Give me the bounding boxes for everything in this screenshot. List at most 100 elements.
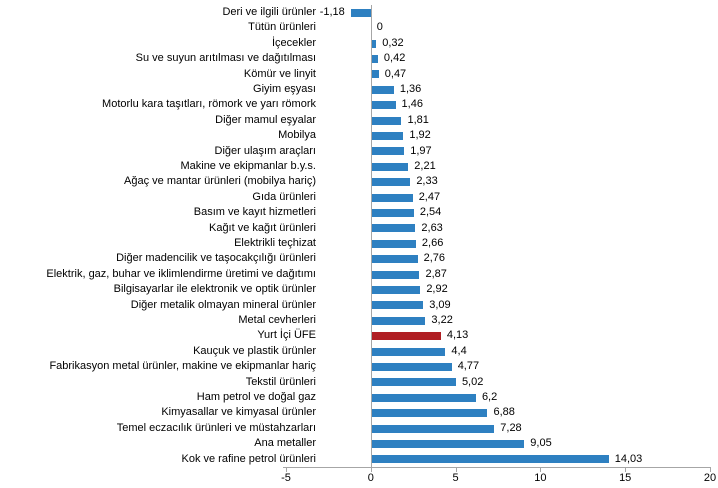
value-label: 1,46 bbox=[401, 98, 423, 111]
x-axis-tick bbox=[455, 468, 457, 472]
bar bbox=[370, 439, 525, 448]
bar bbox=[370, 70, 379, 79]
bar bbox=[350, 8, 371, 17]
category-label: Giyim eşyası bbox=[253, 83, 316, 95]
value-label: 2,66 bbox=[421, 237, 444, 249]
category-label: Ana metaller bbox=[254, 437, 316, 450]
highlight-bar bbox=[370, 332, 441, 341]
value-label: 1,97 bbox=[410, 144, 432, 157]
category-label: Diğer mamul eşyalar bbox=[215, 113, 316, 126]
category-label: Diğer metalik olmayan mineral ürünler bbox=[130, 298, 316, 311]
value-label: 2,87 bbox=[425, 267, 447, 280]
value-label: 0 bbox=[376, 21, 383, 34]
category-label: Fabrikasyon metal ürünler, makine ve eki… bbox=[49, 360, 316, 373]
bar bbox=[370, 193, 413, 202]
bar bbox=[370, 455, 609, 464]
category-label: Tütün ürünleri bbox=[248, 21, 316, 34]
category-label: Yurt İçi ÜFE bbox=[257, 329, 316, 342]
category-label: Diğer madencilik ve taşocakçılığı ürünle… bbox=[116, 252, 316, 265]
x-axis-tick-label: 5 bbox=[452, 472, 459, 484]
value-label: 5,02 bbox=[461, 375, 484, 388]
value-label: 9,05 bbox=[530, 437, 552, 450]
value-label: 2,63 bbox=[421, 221, 443, 234]
value-label: 2,47 bbox=[418, 190, 441, 203]
category-label: Basım ve kayıt hizmetleri bbox=[193, 206, 316, 219]
bar bbox=[370, 239, 416, 248]
value-label: -1,18 bbox=[319, 6, 345, 18]
category-label: Tekstil ürünleri bbox=[245, 375, 316, 388]
bar bbox=[370, 224, 416, 233]
x-axis-tick-label: -5 bbox=[281, 472, 291, 484]
bar bbox=[370, 54, 378, 63]
value-label: 0,42 bbox=[383, 52, 406, 65]
value-label: 3,22 bbox=[431, 314, 453, 326]
bar bbox=[370, 85, 394, 94]
bar bbox=[370, 178, 411, 187]
category-label: Elektrikli teçhizat bbox=[234, 237, 316, 249]
value-label: 2,54 bbox=[419, 206, 442, 219]
value-label: 6,88 bbox=[493, 406, 515, 419]
bar bbox=[370, 255, 418, 264]
bar bbox=[370, 424, 495, 433]
bar bbox=[370, 208, 414, 217]
x-axis-tick bbox=[370, 468, 372, 472]
value-label: 0,32 bbox=[382, 36, 404, 49]
bar bbox=[370, 409, 488, 418]
value-label: 4,77 bbox=[457, 360, 480, 373]
bar bbox=[370, 131, 404, 140]
bar bbox=[370, 362, 452, 371]
category-label: Gıda ürünleri bbox=[252, 190, 316, 203]
value-label: 2,76 bbox=[423, 252, 446, 265]
x-axis-tick-label: 10 bbox=[534, 472, 547, 484]
value-label: 1,92 bbox=[409, 129, 431, 142]
category-label: Kimyasallar ve kimyasal ürünler bbox=[161, 406, 316, 419]
zero-axis-line bbox=[370, 5, 372, 467]
value-label: 2,33 bbox=[416, 175, 438, 188]
x-axis-tick-label: 20 bbox=[703, 472, 717, 484]
category-label: Kömür ve linyit bbox=[243, 67, 316, 80]
x-axis-tick bbox=[286, 468, 287, 472]
category-label: Mobilya bbox=[278, 129, 316, 142]
value-label: 0,47 bbox=[384, 67, 407, 80]
bar bbox=[370, 101, 396, 110]
category-label: Metal cevherleri bbox=[238, 314, 316, 326]
value-label: 4,13 bbox=[446, 329, 469, 342]
value-label: 2,21 bbox=[414, 160, 436, 172]
bar bbox=[370, 116, 402, 125]
bar bbox=[370, 316, 426, 325]
category-label: Makine ve ekipmanlar b.y.s. bbox=[180, 160, 316, 172]
value-label: 1,36 bbox=[399, 83, 422, 95]
bar bbox=[370, 378, 456, 387]
bar bbox=[370, 285, 421, 294]
x-axis-tick bbox=[625, 468, 627, 472]
bar bbox=[370, 162, 409, 171]
category-label: Bilgisayarlar ile elektronik ve optik ür… bbox=[113, 283, 316, 296]
bar bbox=[370, 39, 377, 48]
x-axis-line bbox=[283, 467, 711, 468]
bar bbox=[370, 270, 420, 279]
category-label: Kok ve rafine petrol ürünleri bbox=[181, 452, 316, 465]
category-label: Kağıt ve kağıt ürünleri bbox=[208, 221, 316, 234]
category-label: Deri ve ilgili ürünler bbox=[222, 6, 316, 18]
value-label: 4,4 bbox=[451, 344, 467, 357]
category-label: Ham petrol ve doğal gaz bbox=[196, 391, 316, 403]
x-axis-tick-label: 0 bbox=[367, 472, 374, 484]
value-label: 7,28 bbox=[500, 421, 522, 434]
category-label: İçecekler bbox=[271, 36, 316, 49]
x-axis-tick bbox=[540, 468, 542, 472]
value-label: 14,03 bbox=[614, 452, 643, 465]
bar bbox=[370, 301, 424, 310]
bar bbox=[370, 347, 446, 356]
value-label: 3,09 bbox=[429, 298, 451, 311]
category-label: Diğer ulaşım araçları bbox=[214, 144, 316, 157]
category-label: Ağaç ve mantar ürünleri (mobilya hariç) bbox=[124, 175, 316, 188]
category-label: Temel eczacılık ürünleri ve müstahzarlar… bbox=[116, 421, 316, 434]
category-label: Motorlu kara taşıtları, römork ve yarı r… bbox=[102, 98, 316, 111]
x-axis-tick bbox=[710, 468, 711, 472]
value-label: 2,92 bbox=[426, 283, 448, 296]
value-label: 6,2 bbox=[481, 391, 498, 403]
bar bbox=[370, 393, 476, 402]
category-label: Elektrik, gaz, buhar ve iklimlendirme ür… bbox=[46, 267, 316, 280]
x-axis-tick-label: 15 bbox=[619, 472, 632, 484]
